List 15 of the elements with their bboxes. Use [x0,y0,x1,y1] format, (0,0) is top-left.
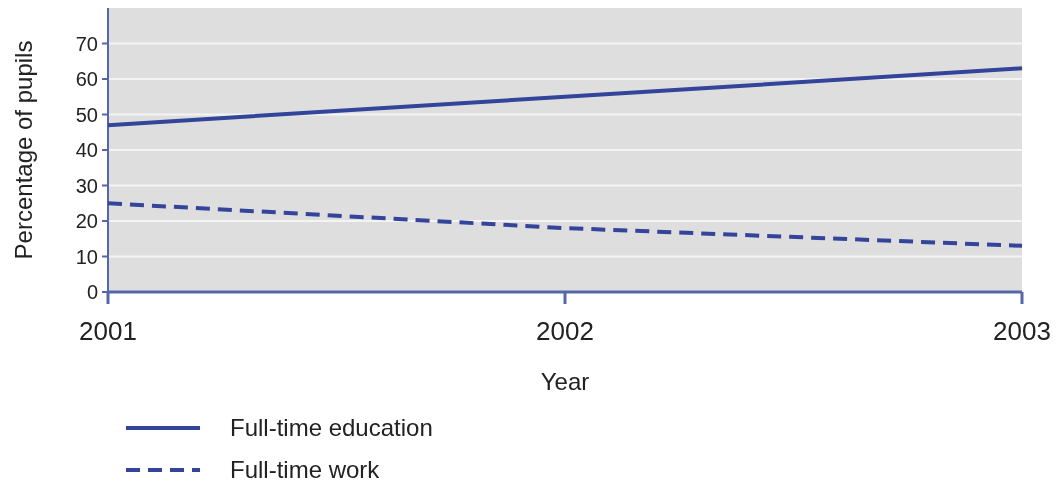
y-tick-label: 40 [75,139,98,161]
y-tick-label: 60 [75,68,98,90]
y-tick-label: 70 [75,32,98,55]
y-axis-title: Percentage of pupils [10,40,37,260]
y-tick-label: 20 [75,210,98,232]
y-tick-label: 50 [75,103,98,126]
x-tick-label: 2003 [993,316,1051,346]
y-tick-label: 10 [75,245,98,268]
legend-label: Full-time work [230,456,381,484]
x-tick-label: 2001 [79,316,137,346]
x-tick-label: 2002 [536,316,594,346]
x-axis-title: Year [540,368,590,395]
legend-label: Full-time education [230,414,433,442]
y-tick-label: 30 [75,174,98,197]
y-tick-label: 0 [86,281,98,303]
